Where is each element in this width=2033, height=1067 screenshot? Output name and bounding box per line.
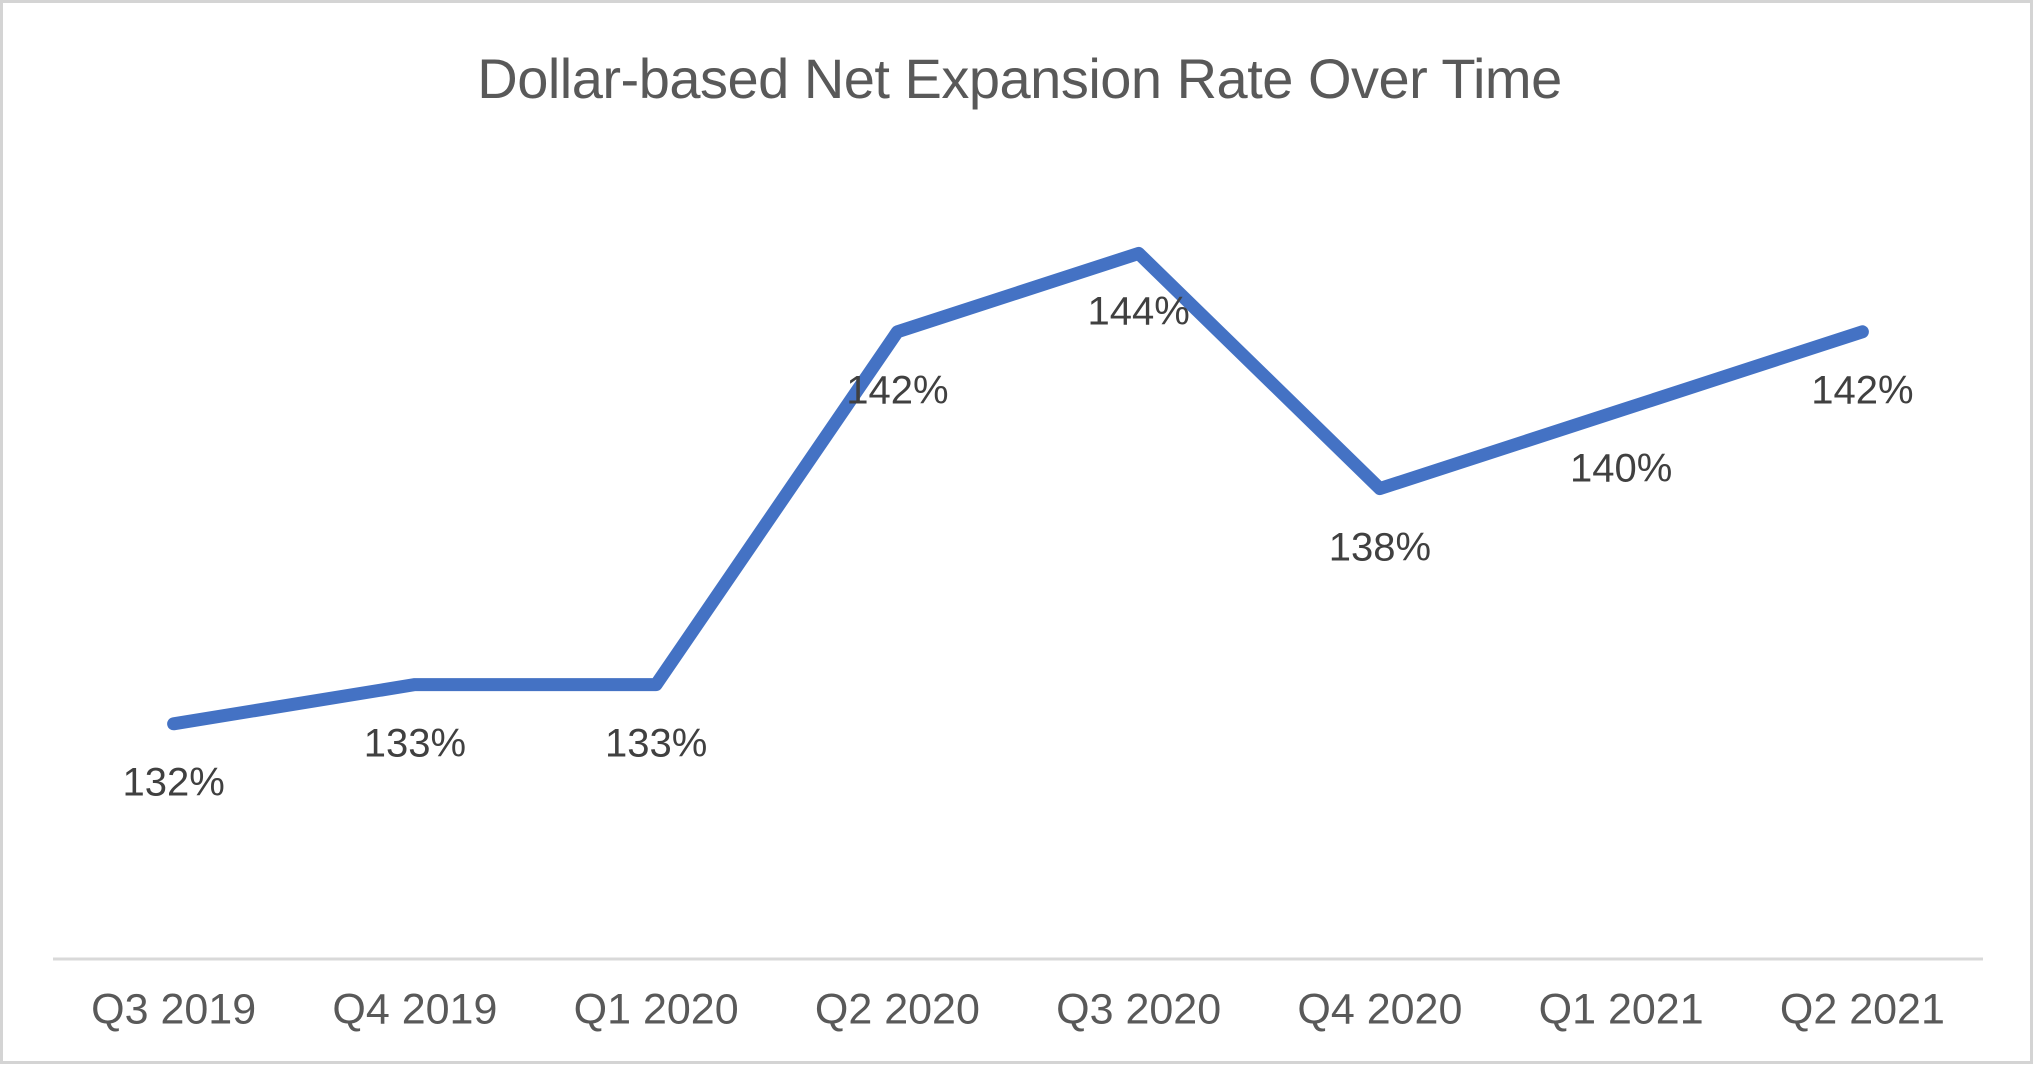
data-label: 138%: [1328, 525, 1432, 570]
chart-title: Dollar-based Net Expansion Rate Over Tim…: [477, 47, 1562, 110]
x-axis-tick-label: Q2 2021: [1779, 985, 1945, 1034]
data-label: 133%: [604, 721, 708, 766]
data-label: 133%: [363, 721, 467, 766]
data-label: 140%: [1569, 446, 1673, 491]
x-axis-tick-label: Q1 2020: [573, 985, 739, 1034]
data-label: 132%: [122, 760, 225, 805]
x-axis-tick-label: Q1 2021: [1538, 985, 1704, 1034]
x-axis-tick-label: Q2 2020: [814, 985, 980, 1034]
plot-area: [53, 246, 1983, 961]
data-label: 144%: [1087, 289, 1190, 334]
x-axis-tick-label: Q4 2020: [1297, 985, 1463, 1034]
series-line: [167, 246, 1869, 731]
data-label: 142%: [846, 368, 949, 413]
x-axis-tick-label: Q4 2019: [332, 985, 498, 1034]
x-axis-tick-label: Q3 2019: [91, 985, 257, 1034]
data-label: 142%: [1811, 368, 1914, 413]
x-axis-tick-label: Q3 2020: [1056, 985, 1222, 1034]
